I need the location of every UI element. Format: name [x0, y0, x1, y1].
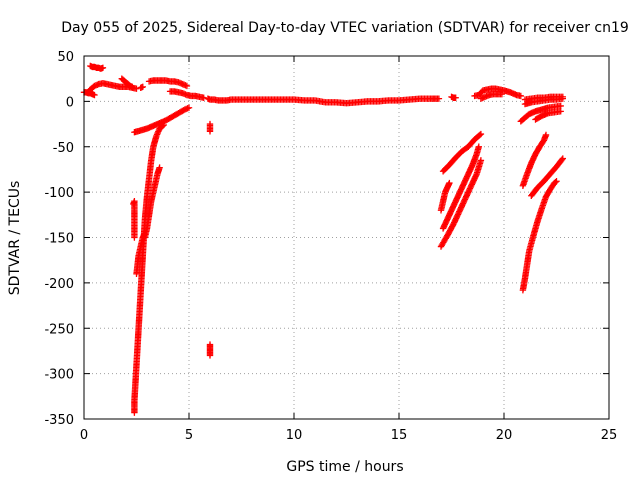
series-s9 — [206, 120, 214, 135]
x-axis-label: GPS time / hours — [286, 459, 403, 475]
data-point — [452, 94, 459, 101]
series-s17 — [439, 143, 482, 232]
series-s10 — [206, 341, 214, 359]
data-point — [200, 94, 207, 101]
series-s13 — [130, 198, 138, 241]
x-tick-label: 25 — [601, 428, 618, 443]
data-point — [129, 83, 136, 91]
x-tick-label: 10 — [286, 428, 303, 443]
data-point — [159, 122, 166, 130]
series-s6 — [145, 77, 191, 90]
data-point — [446, 179, 453, 187]
x-tick-label: 0 — [80, 428, 88, 443]
data-point — [133, 85, 140, 92]
y-tick-label: -350 — [44, 413, 74, 428]
data-point — [435, 95, 443, 102]
y-tick-label: -50 — [53, 141, 74, 156]
data-point — [477, 130, 485, 138]
series-s7 — [166, 88, 207, 101]
series-s21 — [471, 85, 524, 100]
data-point — [91, 91, 98, 99]
series-s20 — [448, 93, 459, 101]
data-point — [476, 131, 484, 139]
series-s18 — [437, 179, 453, 214]
y-tick-label: 50 — [57, 50, 74, 65]
series-s5 — [137, 83, 146, 91]
series-s22 — [477, 90, 506, 102]
x-tick-label: 5 — [185, 428, 193, 443]
chart-title: Day 055 of 2025, Sidereal Day-to-day VTE… — [61, 20, 629, 36]
series-s24 — [521, 95, 566, 108]
series-s19 — [439, 130, 485, 175]
grid-lines — [84, 56, 609, 419]
series-s27 — [519, 131, 550, 189]
data-point — [131, 234, 138, 241]
plot-frame — [83, 55, 610, 420]
series-s4 — [118, 75, 136, 91]
data-point — [206, 128, 214, 135]
data-point — [498, 90, 506, 98]
y-tick-label: -200 — [44, 277, 74, 292]
data-point — [542, 131, 550, 139]
data-point — [99, 64, 107, 71]
data-point — [183, 82, 191, 90]
data-point — [558, 156, 566, 163]
data-points — [80, 62, 566, 416]
data-point — [557, 102, 564, 110]
data-point — [475, 143, 482, 150]
series-s25 — [517, 102, 564, 125]
data-point — [477, 157, 485, 164]
y-tick-label: -300 — [44, 368, 74, 383]
data-point — [206, 352, 214, 359]
y-tick-label: 0 — [66, 95, 74, 110]
data-point — [160, 121, 167, 129]
x-tick-label: 20 — [496, 428, 513, 443]
axis-ticks: 0 5 10 15 20 25 50 0 -50 -100 -150 -200 -250 -300 -350 — [44, 50, 617, 443]
y-axis-label: SDTVAR / TECUs — [7, 181, 23, 296]
data-point — [156, 164, 163, 171]
y-tick-label: -150 — [44, 232, 74, 247]
y-tick-label: -100 — [44, 186, 74, 201]
data-point — [552, 178, 559, 186]
series-s3 — [80, 89, 98, 99]
data-point — [517, 92, 524, 100]
data-point — [185, 104, 193, 111]
data-point — [559, 155, 566, 162]
series-s8 — [204, 95, 443, 107]
y-tick-label: -250 — [44, 322, 74, 337]
data-point — [557, 108, 564, 115]
series-s28 — [519, 178, 560, 294]
data-point — [553, 178, 560, 185]
data-point — [139, 83, 146, 91]
series-s16 — [437, 157, 485, 250]
series-s26 — [532, 108, 564, 123]
series-s11 — [131, 104, 193, 136]
x-tick-label: 15 — [391, 428, 408, 443]
series-s29 — [528, 155, 566, 199]
series-s15 — [141, 164, 163, 241]
data-point — [559, 95, 566, 102]
series-s2 — [87, 62, 107, 72]
